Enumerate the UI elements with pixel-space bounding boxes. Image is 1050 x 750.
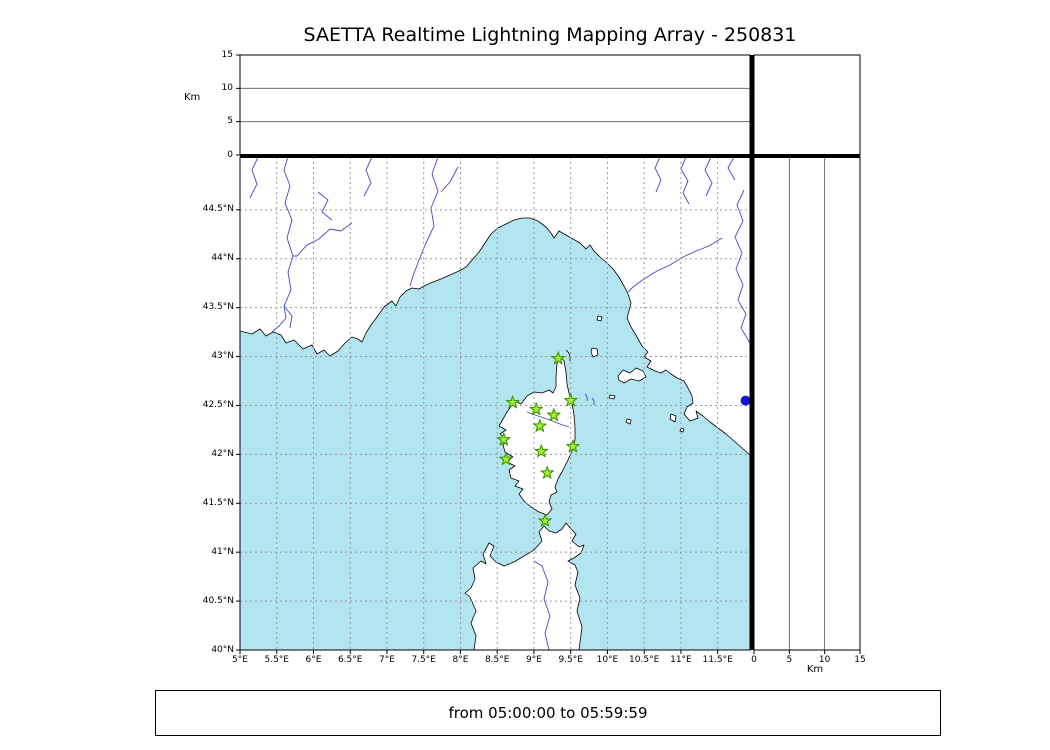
altitude-tick-label: 0 [751,655,757,665]
altitude-tick-label: 15 [854,655,866,665]
lon-tick-label: 5.5°E [264,655,289,665]
altitude-lat-panel-bg [754,157,860,650]
lon-tick-label: 7°E [379,655,395,665]
island-gorgona [596,315,603,322]
river [704,157,713,197]
lon-tick-label: 5°E [232,655,248,665]
station-marker [497,432,511,446]
time-range-box: from 05:00:00 to 05:59:59 [155,690,941,736]
altitude-tick-label: 0 [227,149,233,160]
island-montecristo [625,418,632,425]
station-marker [540,465,554,479]
lon-tick-label: 9°E [525,655,542,665]
island-pianosa [608,394,616,400]
station-marker [529,402,543,416]
lon-tick-label: 9.5°E [558,655,583,665]
river [317,191,333,221]
station-marker [547,408,561,422]
lat-tick-label: 42.5°N [202,399,234,410]
river [734,189,750,344]
station-marker [566,439,580,453]
lon-tick-label: 6°E [305,655,322,665]
altitude-lat-gridlines [788,157,826,650]
lat-tick-label: 44°N [211,253,234,264]
station-markers [497,351,580,527]
lat-tick-label: 41.5°N [202,497,234,508]
altitude-axis-label-left: Km [184,92,201,103]
lon-tick-label: 11°E [670,655,692,665]
horizontal-divider [240,154,860,158]
altitude-tick-label: 5 [786,655,793,665]
lon-tick-label: 8.5°E [484,655,510,665]
lat-tick-label: 43°N [211,351,234,362]
page-title: SAETTA Realtime Lightning Mapping Array … [303,24,797,46]
lon-tick-label: 8°E [452,655,469,665]
altitude-lon-gridlines [240,87,750,123]
island-elba [617,367,647,384]
lat-tick-label: 42°N [211,448,234,459]
altitude-tick-label: 15 [221,49,233,60]
lat-tick-label: 41°N [211,546,234,557]
island-giglio [669,413,677,423]
island-capraia [590,347,599,358]
lon-tick-label: 7.5°E [411,655,436,665]
axis-tick-marks [236,54,861,654]
island-sardinia [464,522,585,650]
lat-tick-label: 44.5°N [202,204,234,215]
lat-tick-label: 40°N [211,644,234,655]
lat-tick-label: 40.5°N [202,595,234,606]
time-range-text: from 05:00:00 to 05:59:59 [448,704,648,722]
lon-tick-label: 10°E [596,655,619,665]
river [591,397,595,406]
river [363,157,373,197]
map-gridlines [240,157,750,650]
event-dot [740,395,751,406]
river [409,157,439,287]
station-marker [534,444,549,458]
river [440,166,459,193]
river [249,157,259,199]
station-marker [551,351,565,365]
river [584,393,588,402]
altitude-tick-label: 10 [221,82,233,93]
lat-tick-label: 43.5°N [202,302,234,313]
vertical-divider [750,55,754,650]
station-marker [538,513,552,527]
river [533,560,551,650]
lon-tick-label: 11.5°E [702,655,733,665]
map-area [240,157,750,650]
altitude-lon-panel-bg [240,55,750,155]
station-marker [533,418,547,432]
altitude-axis-label-bottom: Km [806,664,824,675]
coastline-fragment [565,349,571,362]
lon-tick-label: 6.5°E [337,655,363,665]
altitude-tick-label: 5 [227,116,233,127]
lon-tick-label: 10.5°E [629,655,660,665]
rivers [249,157,750,650]
river [283,305,293,329]
river [654,157,662,193]
river [627,237,723,293]
corner-panel-bg [754,55,860,155]
station-marker [563,393,578,407]
river [680,157,690,205]
river [293,222,353,257]
river [727,157,736,181]
event-marker-group [740,395,751,406]
altitude-tick-label: 10 [818,655,831,665]
station-marker [505,395,520,409]
coastline-mainland [240,157,750,456]
station-marker [499,452,513,466]
